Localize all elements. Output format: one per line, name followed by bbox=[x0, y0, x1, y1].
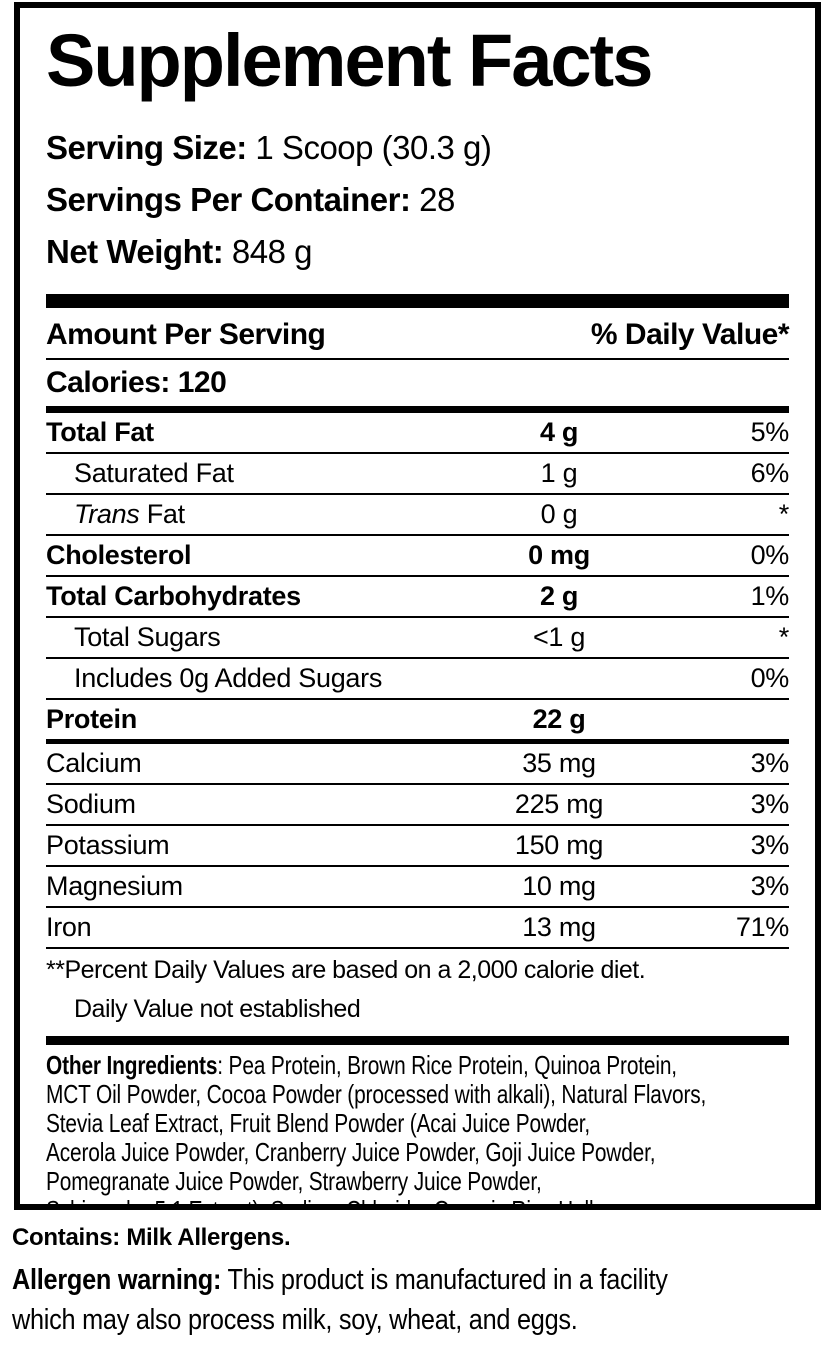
nutrient-name: Trans Fat bbox=[74, 499, 185, 530]
nutrient-daily-value: * bbox=[778, 622, 790, 653]
contains-statement: Contains: Milk Allergens. bbox=[12, 1224, 291, 1251]
nutrient-row: Total Sugars <1 g * bbox=[46, 618, 790, 660]
nutrient-amount: 0 g bbox=[540, 499, 578, 530]
other-ingredients-paragraph: Other Ingredients: Pea Protein, Brown Ri… bbox=[46, 1050, 789, 1204]
nutrient-daily-value: 3% bbox=[750, 830, 790, 861]
supplement-facts-panel: Supplement Facts Serving Size: 1 Scoop (… bbox=[14, 2, 821, 1210]
nutrient-row: Cholesterol 0 mg 0% bbox=[46, 536, 790, 578]
panel-title: Supplement Facts bbox=[46, 19, 653, 102]
nutrient-amount: 22 g bbox=[532, 704, 586, 735]
not-established-footnote: Daily Value not established bbox=[74, 995, 361, 1024]
nutrient-daily-value: 0% bbox=[750, 540, 790, 571]
nutrient-amount: 4 g bbox=[539, 417, 579, 448]
nutrient-name: Total Fat bbox=[46, 417, 154, 448]
nutrient-row: Magnesium 10 mg 3% bbox=[46, 867, 790, 909]
nutrient-name: Iron bbox=[46, 912, 92, 943]
nutrient-daily-value: * bbox=[778, 499, 790, 530]
nutrient-name: Total Carbohydrates bbox=[46, 581, 301, 612]
nutrient-row: Potassium 150 mg 3% bbox=[46, 826, 790, 868]
net-weight-label: Net Weight: bbox=[46, 233, 224, 271]
allergen-warning: Allergen warning: This product is manufa… bbox=[12, 1260, 832, 1340]
nutrient-daily-value: 6% bbox=[750, 458, 790, 489]
nutrient-name: Potassium bbox=[46, 830, 170, 861]
other-ingredients-label: Other Ingredients bbox=[46, 1050, 218, 1081]
nutrient-amount: 1 g bbox=[540, 458, 578, 489]
nutrient-daily-value: 1% bbox=[750, 581, 790, 612]
nutrient-amount: 0 mg bbox=[528, 540, 590, 571]
nutrient-daily-value: 0% bbox=[750, 663, 790, 694]
nutrient-daily-value: 3% bbox=[750, 871, 790, 902]
nutrient-name: Saturated Fat bbox=[74, 458, 234, 489]
serving-size-line: Serving Size: 1 Scoop (30.3 g) bbox=[46, 122, 789, 174]
nutrient-row: Total Fat 4 g 5% bbox=[46, 413, 790, 455]
nutrient-daily-value: 3% bbox=[750, 748, 790, 779]
nutrient-row: Iron 13 mg 71% bbox=[46, 908, 789, 950]
ingredients-separator-bar bbox=[46, 1036, 789, 1046]
nutrient-row: Includes 0g Added Sugars 0% bbox=[46, 659, 790, 701]
nutrient-name: Includes 0g Added Sugars bbox=[74, 663, 383, 694]
nutrient-name: Total Sugars bbox=[74, 622, 221, 653]
nutrient-row: Total Carbohydrates 2 g 1% bbox=[46, 577, 790, 619]
nutrient-name: Cholesterol bbox=[46, 540, 192, 571]
nutrient-name: Sodium bbox=[46, 789, 136, 820]
net-weight-line: Net Weight: 848 g bbox=[46, 226, 789, 278]
nutrient-daily-value: 5% bbox=[750, 417, 790, 448]
nutrient-amount: 150 mg bbox=[514, 830, 604, 861]
serving-info-block: Serving Size: 1 Scoop (30.3 g) Servings … bbox=[46, 122, 789, 278]
nutrient-amount: <1 g bbox=[532, 622, 586, 653]
servings-per-container-label: Servings Per Container: bbox=[46, 181, 411, 219]
daily-value-footnote: **Percent Daily Values are based on a 2,… bbox=[46, 956, 646, 985]
nutrient-amount: 225 mg bbox=[514, 789, 604, 820]
nutrient-row: Trans Fat 0 g * bbox=[46, 495, 790, 537]
amount-per-serving-header: Amount Per Serving bbox=[46, 318, 326, 352]
serving-size-value: 1 Scoop (30.3 g) bbox=[255, 129, 492, 167]
allergen-warning-label: Allergen warning: bbox=[12, 1264, 222, 1296]
allergen-warning-text: This product is manufactured in a facili… bbox=[12, 1264, 668, 1336]
servings-per-container-value: 28 bbox=[419, 181, 455, 219]
header-separator-bar bbox=[46, 294, 789, 309]
nutrient-daily-value: 3% bbox=[750, 789, 790, 820]
nutrient-daily-value: 71% bbox=[735, 912, 789, 943]
nutrient-amount: 13 mg bbox=[522, 912, 596, 943]
other-ingredients-text: : Pea Protein, Brown Rice Protein, Quino… bbox=[46, 1050, 707, 1204]
net-weight-value: 848 g bbox=[231, 233, 313, 271]
table-header-row: Amount Per Serving % Daily Value* bbox=[46, 308, 790, 361]
daily-value-header: % Daily Value* bbox=[590, 318, 790, 352]
nutrient-amount: 10 mg bbox=[522, 871, 596, 902]
nutrient-row: Saturated Fat 1 g 6% bbox=[46, 454, 790, 496]
nutrient-rows: Total Fat 4 g 5% Saturated Fat 1 g 6% Trans Fa… bbox=[46, 413, 790, 950]
nutrient-row: Protein 22 g bbox=[46, 700, 789, 745]
serving-size-label: Serving Size: bbox=[46, 129, 247, 167]
nutrient-name: Magnesium bbox=[46, 871, 183, 902]
nutrient-name: Calcium bbox=[46, 748, 142, 779]
nutrient-name: Protein bbox=[46, 704, 137, 735]
calories-row: Calories: 120 bbox=[46, 360, 789, 414]
nutrient-row: Calcium 35 mg 3% bbox=[46, 744, 790, 786]
nutrient-amount: 2 g bbox=[539, 581, 579, 612]
nutrient-row: Sodium 225 mg 3% bbox=[46, 785, 790, 827]
nutrient-amount: 35 mg bbox=[522, 748, 596, 779]
servings-per-container-line: Servings Per Container: 28 bbox=[46, 174, 789, 226]
